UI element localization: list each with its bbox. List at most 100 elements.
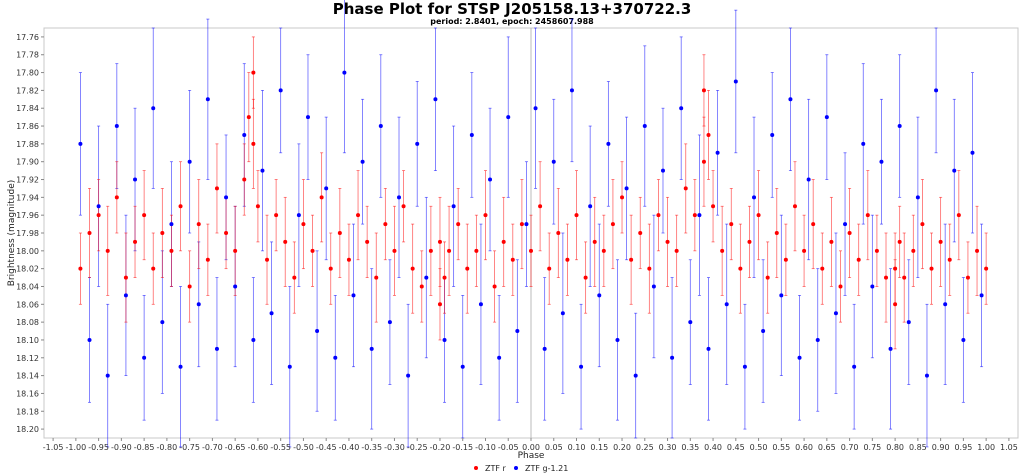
data-point-ztf-g — [406, 373, 411, 378]
data-point-ztf-r — [205, 257, 210, 262]
x-tick-label: 0.40 — [704, 443, 722, 452]
data-point-ztf-r — [510, 257, 515, 262]
x-tick-label: 0.05 — [545, 443, 563, 452]
data-point-ztf-g — [961, 337, 966, 342]
x-tick-label: -0.75 — [179, 443, 200, 452]
x-tick-label: 0.30 — [659, 443, 677, 452]
data-point-ztf-g — [815, 337, 820, 342]
x-tick-label: 0.50 — [750, 443, 768, 452]
data-point-ztf-r — [665, 239, 670, 244]
data-point-ztf-g — [387, 320, 392, 325]
data-point-ztf-r — [747, 239, 752, 244]
data-point-ztf-g — [533, 106, 538, 111]
data-point-ztf-g — [506, 115, 511, 120]
data-point-ztf-r — [929, 266, 934, 271]
data-point-ztf-g — [524, 222, 529, 227]
y-tick-label: 18.20 — [16, 425, 39, 434]
data-point-ztf-g — [706, 346, 711, 351]
data-point-ztf-g — [187, 159, 192, 164]
data-point-ztf-g — [824, 115, 829, 120]
data-point-ztf-r — [893, 266, 898, 271]
data-point-ztf-g — [915, 195, 920, 200]
data-point-ztf-r — [720, 248, 725, 253]
data-point-ztf-r — [683, 186, 688, 191]
data-point-ztf-g — [114, 124, 119, 129]
chart-subtitle: period: 2.8401, epoch: 2458607.988 — [430, 17, 594, 26]
y-tick-label: 17.94 — [16, 193, 39, 202]
data-point-ztf-g — [770, 132, 775, 137]
data-point-ztf-g — [160, 320, 165, 325]
data-point-ztf-r — [447, 248, 452, 253]
data-point-ztf-g — [497, 355, 502, 360]
data-point-ztf-g — [660, 168, 665, 173]
data-point-ztf-r — [178, 204, 183, 209]
data-point-ztf-r — [811, 222, 816, 227]
data-point-ztf-g — [934, 88, 939, 93]
data-point-ztf-r — [538, 204, 543, 209]
x-tick-label: 0.00 — [522, 443, 540, 452]
x-tick-label: -0.10 — [475, 443, 496, 452]
data-point-ztf-g — [579, 364, 584, 369]
x-tick-label: 1.00 — [977, 443, 995, 452]
data-point-ztf-g — [688, 320, 693, 325]
data-point-ztf-r — [701, 88, 706, 93]
legend-label-ztf-r: ZTF r — [485, 464, 507, 473]
data-point-ztf-r — [114, 195, 119, 200]
y-tick-label: 17.86 — [16, 122, 39, 131]
x-tick-label: 0.70 — [841, 443, 859, 452]
x-tick-label: -0.40 — [339, 443, 360, 452]
data-point-ztf-g — [897, 124, 902, 129]
data-point-ztf-r — [774, 231, 779, 235]
data-point-ztf-g — [351, 293, 356, 298]
data-point-ztf-g — [542, 346, 547, 351]
y-tick-label: 18.14 — [16, 372, 39, 381]
data-point-ztf-r — [838, 284, 843, 289]
y-tick-label: 17.82 — [16, 86, 39, 95]
data-point-ztf-r — [501, 239, 506, 244]
x-tick-label: -0.20 — [430, 443, 451, 452]
data-point-ztf-g — [879, 159, 884, 164]
data-point-ztf-r — [274, 213, 279, 218]
data-point-ztf-r — [428, 248, 433, 253]
x-tick-label: -0.85 — [134, 443, 155, 452]
data-point-ztf-r — [692, 213, 697, 218]
y-tick-label: 17.92 — [16, 176, 39, 185]
y-tick-label: 17.84 — [16, 104, 39, 113]
data-point-ztf-r — [105, 248, 110, 253]
data-point-ztf-r — [820, 266, 825, 271]
data-point-ztf-r — [410, 266, 415, 271]
data-point-ztf-r — [492, 284, 497, 289]
data-point-ztf-g — [551, 159, 556, 164]
x-tick-label: 0.25 — [636, 443, 654, 452]
y-tick-label: 18.18 — [16, 407, 39, 416]
y-axis-label: Brightness (magnitude) — [7, 180, 17, 287]
x-tick-label: 0.75 — [863, 443, 881, 452]
data-point-ztf-g — [679, 106, 684, 111]
data-point-ztf-r — [756, 213, 761, 218]
data-point-ztf-r — [265, 257, 270, 262]
x-tick-label: -0.65 — [225, 443, 246, 452]
data-point-ztf-g — [78, 141, 83, 146]
data-point-ztf-r — [938, 239, 943, 244]
data-point-ztf-g — [342, 70, 347, 75]
data-point-ztf-g — [469, 132, 474, 137]
data-point-ztf-g — [278, 88, 283, 93]
data-point-ztf-g — [742, 364, 747, 369]
data-point-ztf-r — [856, 257, 861, 262]
y-tick-label: 17.90 — [16, 158, 39, 167]
data-point-ztf-r — [255, 204, 260, 209]
data-point-ztf-r — [437, 302, 442, 307]
data-point-ztf-r — [196, 222, 201, 227]
data-point-ztf-r — [78, 266, 83, 271]
data-point-ztf-r — [242, 177, 247, 182]
data-point-ztf-g — [852, 364, 857, 369]
data-point-ztf-r — [419, 284, 424, 289]
data-point-ztf-r — [792, 204, 797, 209]
data-point-ztf-r — [214, 186, 219, 191]
data-point-ztf-g — [788, 97, 793, 102]
data-point-ztf-r — [392, 248, 397, 253]
data-point-ztf-r — [629, 257, 634, 262]
data-point-ztf-g — [670, 355, 675, 360]
chart-title: Phase Plot for STSP J205158.13+370722.3 — [332, 0, 692, 18]
data-point-ztf-r — [160, 231, 165, 235]
